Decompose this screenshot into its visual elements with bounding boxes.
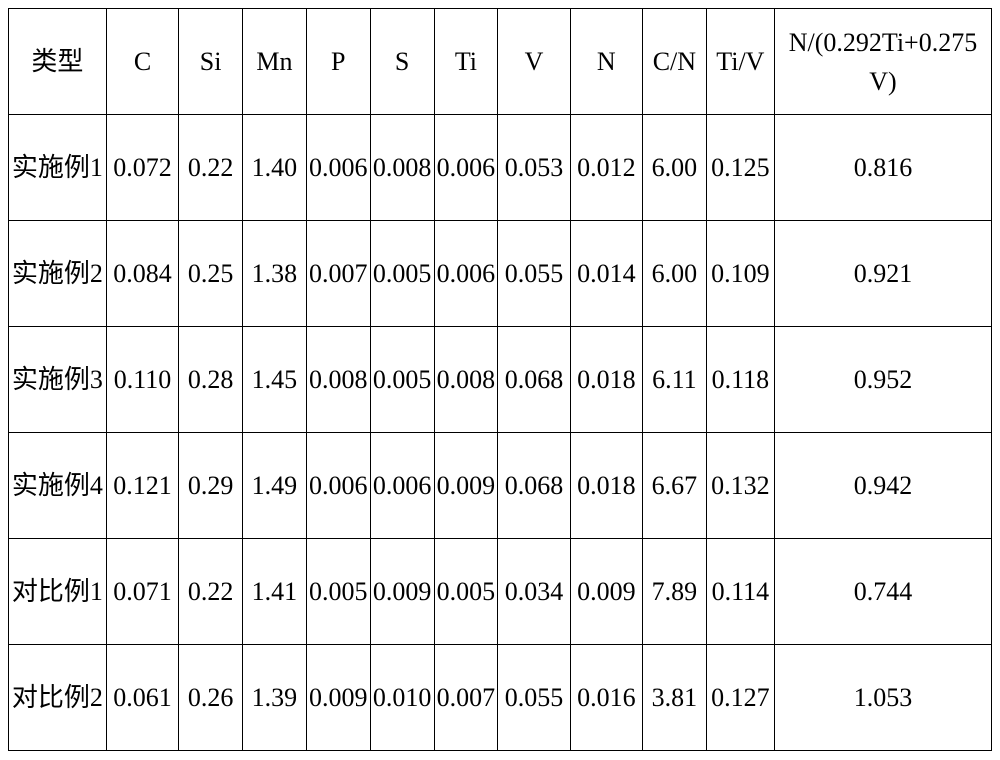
cell-p: 0.006 bbox=[306, 115, 370, 221]
cell-n: 0.018 bbox=[570, 433, 642, 539]
cell-type: 实施例1 bbox=[9, 115, 107, 221]
cell-cn: 6.00 bbox=[642, 221, 706, 327]
header-c: C bbox=[106, 9, 178, 115]
cell-formula: 0.816 bbox=[774, 115, 991, 221]
cell-c: 0.110 bbox=[106, 327, 178, 433]
header-s: S bbox=[370, 9, 434, 115]
cell-s: 0.008 bbox=[370, 115, 434, 221]
cell-mn: 1.38 bbox=[243, 221, 307, 327]
cell-p: 0.006 bbox=[306, 433, 370, 539]
cell-tiv: 0.109 bbox=[706, 221, 774, 327]
cell-tiv: 0.132 bbox=[706, 433, 774, 539]
header-n: N bbox=[570, 9, 642, 115]
cell-c: 0.071 bbox=[106, 539, 178, 645]
header-tiv: Ti/V bbox=[706, 9, 774, 115]
cell-n: 0.016 bbox=[570, 645, 642, 751]
cell-n: 0.009 bbox=[570, 539, 642, 645]
cell-c: 0.121 bbox=[106, 433, 178, 539]
cell-type: 实施例2 bbox=[9, 221, 107, 327]
header-ti: Ti bbox=[434, 9, 498, 115]
cell-c: 0.084 bbox=[106, 221, 178, 327]
cell-si: 0.26 bbox=[179, 645, 243, 751]
cell-ti: 0.007 bbox=[434, 645, 498, 751]
cell-cn: 6.00 bbox=[642, 115, 706, 221]
cell-tiv: 0.125 bbox=[706, 115, 774, 221]
cell-tiv: 0.118 bbox=[706, 327, 774, 433]
cell-ti: 0.008 bbox=[434, 327, 498, 433]
cell-si: 0.22 bbox=[179, 539, 243, 645]
cell-v: 0.053 bbox=[498, 115, 570, 221]
cell-type: 对比例1 bbox=[9, 539, 107, 645]
cell-v: 0.055 bbox=[498, 645, 570, 751]
cell-s: 0.005 bbox=[370, 327, 434, 433]
cell-ti: 0.006 bbox=[434, 115, 498, 221]
cell-p: 0.007 bbox=[306, 221, 370, 327]
table-row: 对比例2 0.061 0.26 1.39 0.009 0.010 0.007 0… bbox=[9, 645, 992, 751]
header-type: 类型 bbox=[9, 9, 107, 115]
cell-cn: 7.89 bbox=[642, 539, 706, 645]
cell-mn: 1.39 bbox=[243, 645, 307, 751]
cell-formula: 0.942 bbox=[774, 433, 991, 539]
cell-cn: 3.81 bbox=[642, 645, 706, 751]
table-row: 实施例4 0.121 0.29 1.49 0.006 0.006 0.009 0… bbox=[9, 433, 992, 539]
table-body: 实施例1 0.072 0.22 1.40 0.006 0.008 0.006 0… bbox=[9, 115, 992, 751]
cell-s: 0.005 bbox=[370, 221, 434, 327]
cell-s: 0.009 bbox=[370, 539, 434, 645]
composition-table: 类型 C Si Mn P S Ti V N C/N Ti/V N/(0.292T… bbox=[8, 8, 992, 751]
cell-cn: 6.67 bbox=[642, 433, 706, 539]
cell-tiv: 0.127 bbox=[706, 645, 774, 751]
cell-c: 0.061 bbox=[106, 645, 178, 751]
cell-formula: 0.921 bbox=[774, 221, 991, 327]
cell-formula: 0.744 bbox=[774, 539, 991, 645]
header-row: 类型 C Si Mn P S Ti V N C/N Ti/V N/(0.292T… bbox=[9, 9, 992, 115]
cell-v: 0.068 bbox=[498, 327, 570, 433]
cell-si: 0.22 bbox=[179, 115, 243, 221]
table-row: 对比例1 0.071 0.22 1.41 0.005 0.009 0.005 0… bbox=[9, 539, 992, 645]
cell-p: 0.009 bbox=[306, 645, 370, 751]
cell-n: 0.018 bbox=[570, 327, 642, 433]
cell-c: 0.072 bbox=[106, 115, 178, 221]
cell-ti: 0.009 bbox=[434, 433, 498, 539]
table-row: 实施例3 0.110 0.28 1.45 0.008 0.005 0.008 0… bbox=[9, 327, 992, 433]
header-p: P bbox=[306, 9, 370, 115]
cell-n: 0.012 bbox=[570, 115, 642, 221]
header-v: V bbox=[498, 9, 570, 115]
cell-ti: 0.006 bbox=[434, 221, 498, 327]
header-mn: Mn bbox=[243, 9, 307, 115]
cell-p: 0.008 bbox=[306, 327, 370, 433]
cell-s: 0.006 bbox=[370, 433, 434, 539]
cell-v: 0.068 bbox=[498, 433, 570, 539]
cell-p: 0.005 bbox=[306, 539, 370, 645]
header-si: Si bbox=[179, 9, 243, 115]
header-formula: N/(0.292Ti+0.275V) bbox=[774, 9, 991, 115]
cell-si: 0.25 bbox=[179, 221, 243, 327]
cell-type: 对比例2 bbox=[9, 645, 107, 751]
cell-si: 0.28 bbox=[179, 327, 243, 433]
table-row: 实施例2 0.084 0.25 1.38 0.007 0.005 0.006 0… bbox=[9, 221, 992, 327]
table-row: 实施例1 0.072 0.22 1.40 0.006 0.008 0.006 0… bbox=[9, 115, 992, 221]
cell-v: 0.055 bbox=[498, 221, 570, 327]
cell-mn: 1.40 bbox=[243, 115, 307, 221]
cell-formula: 0.952 bbox=[774, 327, 991, 433]
cell-mn: 1.49 bbox=[243, 433, 307, 539]
cell-si: 0.29 bbox=[179, 433, 243, 539]
cell-v: 0.034 bbox=[498, 539, 570, 645]
cell-mn: 1.41 bbox=[243, 539, 307, 645]
cell-s: 0.010 bbox=[370, 645, 434, 751]
cell-mn: 1.45 bbox=[243, 327, 307, 433]
cell-type: 实施例3 bbox=[9, 327, 107, 433]
cell-formula: 1.053 bbox=[774, 645, 991, 751]
cell-ti: 0.005 bbox=[434, 539, 498, 645]
cell-cn: 6.11 bbox=[642, 327, 706, 433]
cell-tiv: 0.114 bbox=[706, 539, 774, 645]
cell-n: 0.014 bbox=[570, 221, 642, 327]
header-cn: C/N bbox=[642, 9, 706, 115]
cell-type: 实施例4 bbox=[9, 433, 107, 539]
